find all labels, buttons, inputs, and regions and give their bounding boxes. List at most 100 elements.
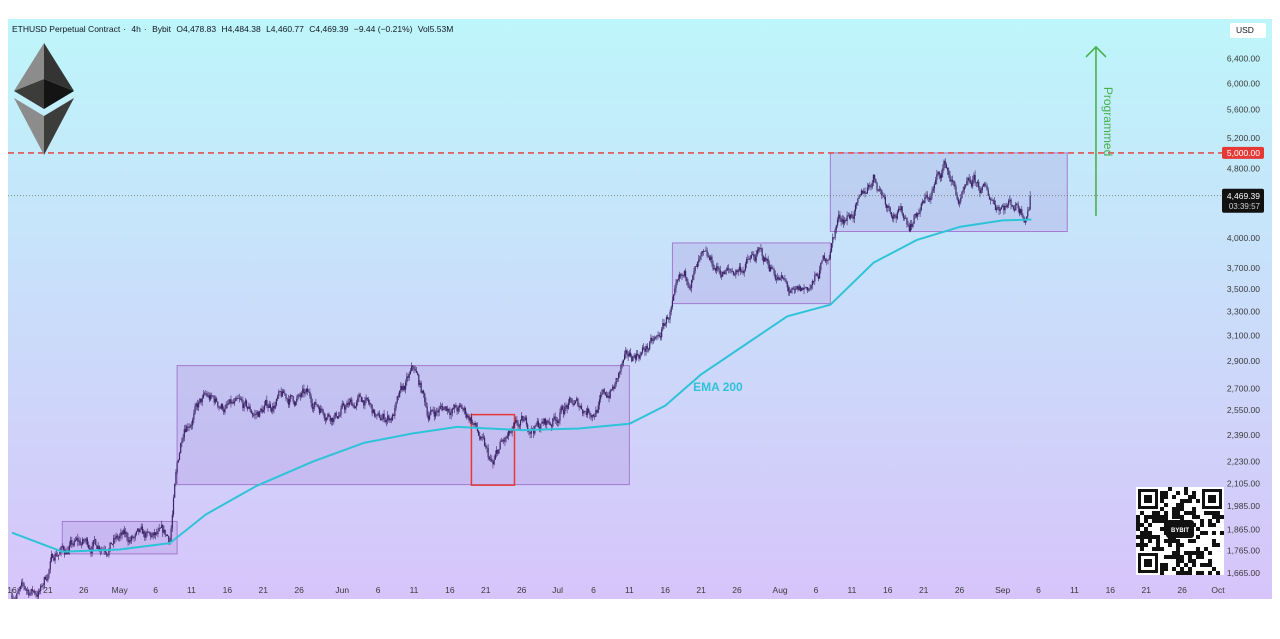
candle-body[interactable] bbox=[923, 201, 925, 203]
candle-body[interactable] bbox=[485, 445, 487, 448]
candle-body[interactable] bbox=[352, 404, 354, 406]
candle-body[interactable] bbox=[372, 409, 374, 414]
candle-body[interactable] bbox=[728, 268, 730, 270]
timeframe[interactable]: 4h bbox=[131, 24, 141, 34]
candle-body[interactable] bbox=[933, 184, 936, 189]
candle-body[interactable] bbox=[491, 458, 493, 462]
candle-body[interactable] bbox=[143, 531, 145, 534]
candle-body[interactable] bbox=[22, 582, 24, 584]
candle-body[interactable] bbox=[47, 574, 49, 581]
candle-body[interactable] bbox=[445, 406, 447, 411]
candle-body[interactable] bbox=[671, 300, 674, 308]
candle-body[interactable] bbox=[113, 538, 115, 545]
candle-body[interactable] bbox=[634, 355, 636, 360]
candle-body[interactable] bbox=[612, 386, 614, 390]
candle-body[interactable] bbox=[644, 348, 646, 352]
candle-body[interactable] bbox=[290, 395, 292, 399]
candle-body[interactable] bbox=[919, 210, 921, 214]
candle-body[interactable] bbox=[40, 585, 42, 591]
candle-body[interactable] bbox=[841, 219, 843, 222]
candle-body[interactable] bbox=[885, 204, 888, 208]
candle-body[interactable] bbox=[519, 420, 522, 426]
candle-body[interactable] bbox=[547, 420, 549, 422]
candle-body[interactable] bbox=[700, 252, 702, 257]
candle-body[interactable] bbox=[807, 287, 809, 291]
candle-body[interactable] bbox=[1008, 200, 1010, 206]
candle-body[interactable] bbox=[950, 179, 952, 182]
candle-body[interactable] bbox=[363, 400, 365, 406]
candle-body[interactable] bbox=[641, 347, 644, 353]
candle-body[interactable] bbox=[725, 270, 727, 271]
candle-body[interactable] bbox=[731, 271, 733, 273]
candle-body[interactable] bbox=[443, 408, 445, 411]
candle-body[interactable] bbox=[242, 400, 244, 409]
candle-body[interactable] bbox=[884, 197, 886, 205]
candle-body[interactable] bbox=[422, 390, 425, 394]
candle-body[interactable] bbox=[690, 280, 693, 288]
candle-body[interactable] bbox=[945, 164, 948, 169]
candle-body[interactable] bbox=[876, 183, 878, 191]
candle-body[interactable] bbox=[568, 398, 571, 403]
candle-body[interactable] bbox=[282, 391, 285, 394]
candle-body[interactable] bbox=[437, 410, 439, 413]
symbol-name[interactable]: ETHUSD Perpetual Contract bbox=[12, 24, 121, 34]
candle-body[interactable] bbox=[523, 420, 525, 422]
candle-body[interactable] bbox=[955, 186, 957, 196]
candle-body[interactable] bbox=[19, 586, 21, 590]
candle-body[interactable] bbox=[992, 199, 994, 201]
candle-body[interactable] bbox=[499, 441, 501, 450]
candle-body[interactable] bbox=[744, 263, 747, 271]
candle-body[interactable] bbox=[589, 412, 591, 416]
candle-body[interactable] bbox=[570, 398, 572, 400]
candle-body[interactable] bbox=[450, 413, 452, 415]
candle-body[interactable] bbox=[607, 395, 609, 398]
candle-body[interactable] bbox=[594, 416, 596, 417]
candle-body[interactable] bbox=[324, 418, 327, 421]
candle-body[interactable] bbox=[201, 397, 203, 403]
candle-body[interactable] bbox=[286, 398, 288, 400]
candle-body[interactable] bbox=[414, 369, 416, 371]
candle-body[interactable] bbox=[582, 409, 584, 414]
candle-body[interactable] bbox=[558, 420, 560, 423]
candle-body[interactable] bbox=[813, 281, 815, 282]
candle-body[interactable] bbox=[1000, 207, 1003, 210]
candle-body[interactable] bbox=[489, 458, 492, 460]
candle-body[interactable] bbox=[838, 214, 840, 220]
candle-body[interactable] bbox=[320, 408, 322, 414]
candle-body[interactable] bbox=[662, 323, 664, 330]
candle-body[interactable] bbox=[134, 534, 136, 538]
candle-body[interactable] bbox=[717, 266, 719, 269]
candle-body[interactable] bbox=[542, 421, 544, 424]
candle-body[interactable] bbox=[182, 437, 184, 442]
candle-body[interactable] bbox=[278, 391, 280, 397]
candle-body[interactable] bbox=[798, 286, 800, 291]
candle-body[interactable] bbox=[308, 391, 310, 393]
candle-body[interactable] bbox=[591, 414, 593, 418]
candle-body[interactable] bbox=[701, 251, 703, 253]
candle-body[interactable] bbox=[797, 286, 799, 291]
candle-body[interactable] bbox=[425, 401, 427, 407]
candle-body[interactable] bbox=[504, 437, 506, 442]
candle-body[interactable] bbox=[154, 532, 157, 535]
candle-body[interactable] bbox=[162, 525, 164, 533]
candle-body[interactable] bbox=[877, 190, 879, 192]
candle-body[interactable] bbox=[139, 529, 141, 532]
candle-body[interactable] bbox=[141, 526, 144, 534]
candle-body[interactable] bbox=[26, 590, 29, 591]
candle-body[interactable] bbox=[536, 421, 538, 425]
candle-body[interactable] bbox=[632, 356, 634, 362]
candle-body[interactable] bbox=[963, 186, 965, 190]
candle-body[interactable] bbox=[625, 350, 627, 355]
candle-body[interactable] bbox=[540, 423, 542, 430]
currency-selector[interactable]: USD bbox=[1230, 23, 1266, 38]
candle-body[interactable] bbox=[853, 211, 855, 219]
candle-body[interactable] bbox=[384, 419, 386, 422]
candle-body[interactable] bbox=[835, 225, 837, 230]
candle-body[interactable] bbox=[71, 540, 73, 544]
candle-body[interactable] bbox=[981, 186, 983, 191]
candle-body[interactable] bbox=[479, 435, 481, 440]
candle-body[interactable] bbox=[389, 418, 391, 421]
candle-body[interactable] bbox=[852, 216, 854, 219]
candle-body[interactable] bbox=[403, 385, 406, 390]
candle-body[interactable] bbox=[674, 288, 676, 295]
